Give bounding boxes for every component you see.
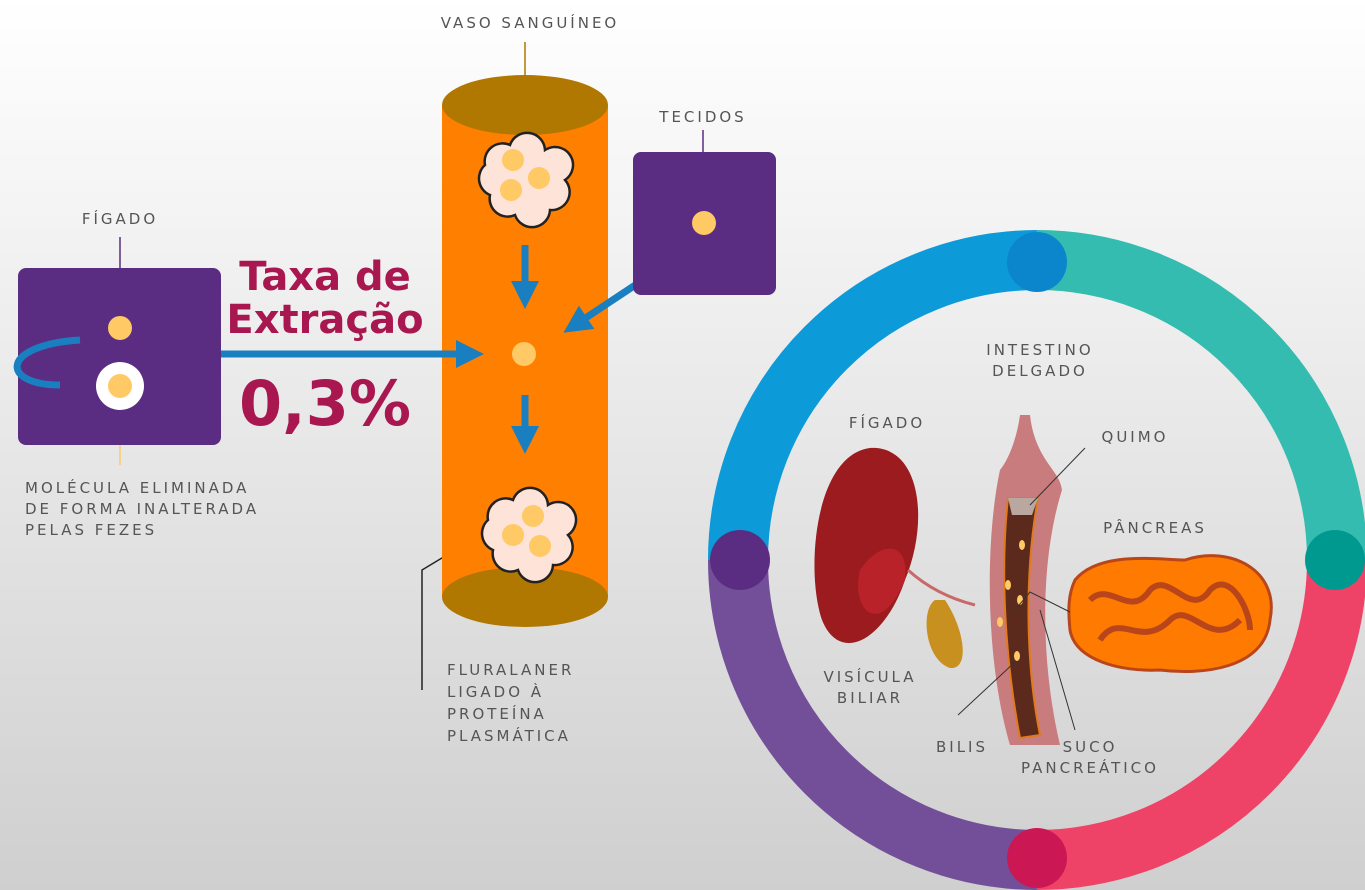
bile-label: BILIS [936,738,988,756]
extraction-value: 0,3% [239,367,411,440]
extraction-title: Extração [226,297,423,343]
bound-note: FLURALANER [447,661,574,679]
liver-box [18,268,221,445]
excreted-note: MOLÉCULA ELIMINADA [25,478,249,497]
pancreatic-juice-label: SUCO [1063,738,1118,756]
chyme-label: QUIMO [1102,428,1169,446]
gallbladder-label: VISÍCULA [823,667,916,686]
tissues-label: TECIDOS [658,108,746,126]
pancreas-label: PÂNCREAS [1103,518,1207,537]
pancreatic-juice-label: PANCREÁTICO [1021,758,1159,777]
gallbladder-label: BILIAR [837,689,903,707]
bound-note: LIGADO À [447,682,544,701]
liver-label: FÍGADO [82,209,158,228]
vessel-label: VASO SANGUÍNEO [441,13,619,32]
intestine-title: DELGADO [992,362,1088,380]
liver-organ-label: FÍGADO [849,413,925,432]
diagram: VASO SANGUÍNEO TECIDOS FÍGADO Taxa de Ex… [0,0,1365,890]
bound-note: PROTEÍNA [447,704,547,723]
excreted-note: DE FORMA INALTERADA [25,500,259,518]
extraction-title: Taxa de [239,254,411,300]
intestine-title: INTESTINO [986,341,1093,359]
bound-note: PLASMÁTICA [447,726,571,745]
excreted-note: PELAS FEZES [25,521,157,539]
